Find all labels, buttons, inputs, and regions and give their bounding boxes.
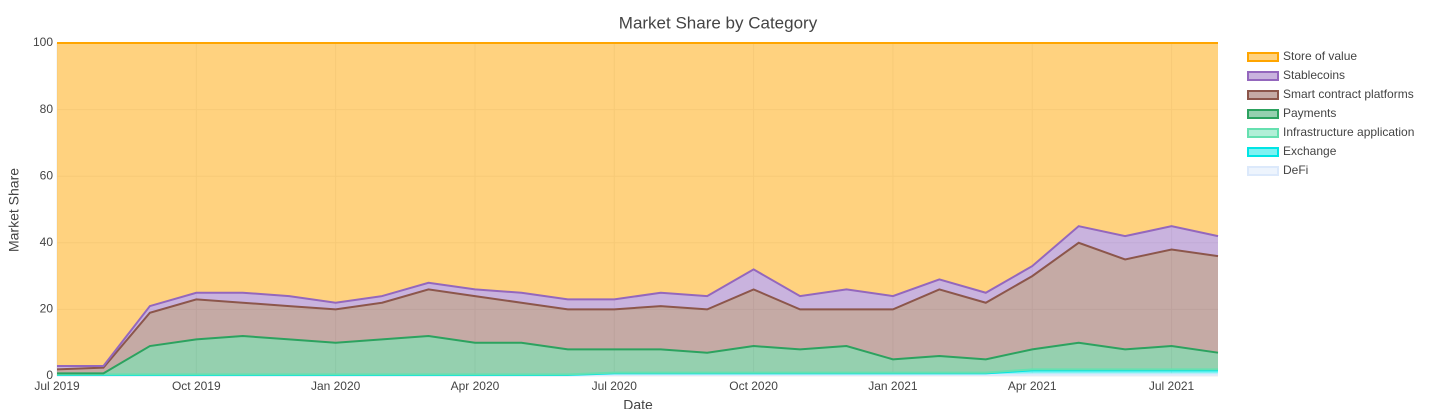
x-tick-label: Jan 2020 — [311, 379, 361, 393]
y-tick-label: 40 — [40, 235, 54, 249]
x-tick-label: Jul 2020 — [592, 379, 638, 393]
legend-label: Payments — [1283, 106, 1336, 120]
area-line — [56, 241, 1219, 371]
x-tick-label: Jan 2021 — [868, 379, 918, 393]
y-tick-label: 80 — [40, 102, 54, 116]
legend-swatch — [1247, 147, 1279, 157]
legend-swatch — [1247, 166, 1279, 176]
legend-label: Exchange — [1283, 144, 1337, 158]
legend-swatch — [1247, 109, 1279, 119]
legend-label: DeFi — [1283, 163, 1308, 177]
area — [57, 43, 1218, 367]
area-line — [57, 368, 1218, 376]
x-tick-label: Oct 2019 — [172, 379, 221, 393]
legend-swatch — [1247, 71, 1279, 81]
area — [57, 336, 1218, 375]
y-tick-label: 60 — [40, 168, 54, 182]
y-tick-label: 20 — [40, 302, 54, 316]
x-tick-label: Oct 2020 — [729, 379, 778, 393]
legend-label: Infrastructure application — [1283, 125, 1414, 139]
chart-title: Market Share by Category — [619, 13, 818, 32]
y-axis-title: Market Share — [6, 168, 22, 252]
y-tick-label: 100 — [33, 35, 53, 49]
legend-label: Store of value — [1283, 49, 1357, 63]
legend-swatch — [1247, 90, 1279, 100]
x-tick-label: Jul 2021 — [1149, 379, 1195, 393]
y-tick-label: 0 — [46, 368, 53, 382]
area-line — [57, 335, 1219, 375]
legend-swatch — [1247, 128, 1279, 138]
legend-label: Stablecoins — [1283, 68, 1345, 82]
legend-label: Smart contract platforms — [1283, 87, 1414, 101]
area-line — [57, 225, 1219, 368]
legend-swatch — [1247, 52, 1279, 62]
x-tick-label: Jul 2019 — [34, 379, 80, 393]
x-axis-title: Date — [623, 397, 653, 409]
x-tick-label: Apr 2020 — [451, 379, 500, 393]
area — [57, 226, 1218, 370]
x-tick-label: Apr 2021 — [1008, 379, 1057, 393]
